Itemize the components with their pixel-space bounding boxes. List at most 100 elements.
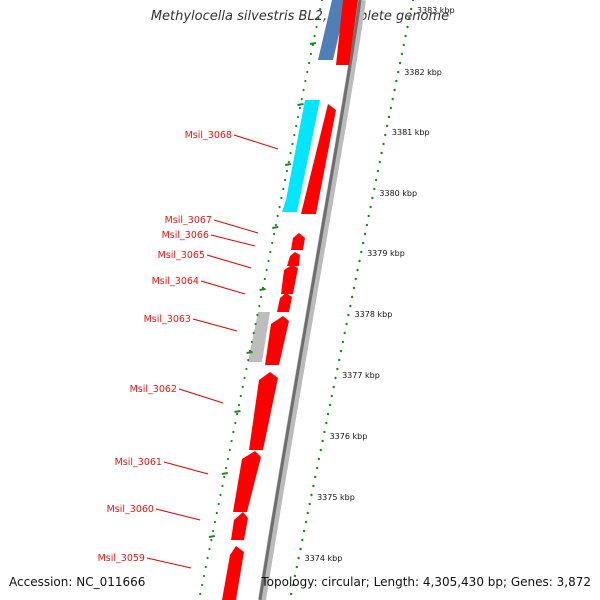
inner-dot — [306, 70, 309, 74]
inner-dot — [219, 493, 222, 497]
gene-label-msil-3064[interactable]: Msil_3064 — [152, 276, 199, 287]
gene-forward[interactable] — [233, 451, 261, 512]
inner-dot — [319, 7, 322, 11]
gene-label-msil-3067[interactable]: Msil_3067 — [165, 215, 212, 226]
accession-text: Accession: NC_011666 — [9, 575, 146, 589]
gene-label-leader — [200, 280, 246, 295]
gene-forward[interactable] — [281, 265, 298, 294]
scale-dot — [350, 295, 354, 299]
map-title: Methylocella silvestris BL2, complete ge… — [150, 9, 450, 24]
gene-label-msil-3065[interactable]: Msil_3065 — [158, 250, 205, 261]
gene-forward[interactable] — [336, 0, 358, 65]
scale-dot — [373, 187, 376, 191]
inner-dash — [208, 535, 216, 538]
gene-forward[interactable] — [222, 546, 244, 600]
scale-dot — [295, 565, 298, 569]
scale-dot — [314, 475, 317, 479]
scale-dot — [384, 133, 387, 137]
scale-dot — [397, 70, 400, 74]
scale-dot — [404, 34, 407, 38]
gene-label-leader — [146, 557, 192, 569]
scale-dots — [199, 0, 415, 596]
gene-label-msil-3059[interactable]: Msil_3059 — [98, 553, 145, 564]
scale-dot — [354, 277, 357, 281]
scale-dot — [323, 430, 326, 434]
scale-dot — [349, 304, 352, 308]
inner-dot — [215, 511, 218, 515]
gene-forward[interactable] — [277, 293, 292, 312]
topology-text: Topology: circular; Length: 4,305,430 bp… — [261, 575, 591, 589]
inner-dot — [320, 0, 324, 2]
gene-forward[interactable] — [287, 252, 300, 266]
gene-label-leader — [233, 134, 279, 150]
inner-dot — [199, 592, 202, 596]
gene-forward[interactable] — [291, 233, 305, 250]
scale-dot — [328, 403, 332, 407]
inner-dot — [315, 25, 318, 29]
scale-dot — [343, 331, 346, 335]
scale-dot — [325, 421, 328, 425]
scale-dot — [408, 16, 411, 20]
inner-dot — [284, 178, 287, 182]
gene-forward[interactable] — [301, 104, 336, 214]
scale-dot — [315, 466, 319, 470]
scale-dot — [336, 367, 339, 371]
inner-dot — [226, 457, 229, 461]
inner-dot — [278, 205, 281, 209]
gene-label-msil-3068[interactable]: Msil_3068 — [185, 130, 232, 141]
scale-tick-labels: 3383 kbp 3382 kbp 3381 kbp 3380 kbp 3379 kbp… — [305, 6, 455, 563]
scale-dot — [402, 43, 405, 47]
scale-dot — [306, 511, 309, 515]
scale-dot — [382, 142, 385, 146]
inner-dot — [289, 151, 292, 155]
inner-dot — [309, 52, 312, 56]
inner-dot — [234, 421, 237, 425]
scale-dot — [339, 349, 343, 353]
scale-dot — [369, 205, 372, 209]
gene-forward[interactable] — [231, 512, 248, 540]
scale-dot — [391, 97, 394, 101]
gene-label-msil-3060[interactable]: Msil_3060 — [107, 504, 154, 515]
scale-dot — [389, 106, 393, 110]
inner-dot — [285, 169, 288, 173]
inner-dot — [274, 223, 277, 227]
inner-dot — [254, 322, 257, 326]
scale-dot — [400, 52, 404, 56]
scale-dot — [393, 88, 396, 92]
gene-label-msil-3066[interactable]: Msil_3066 — [162, 230, 209, 241]
scale-dot — [358, 259, 361, 263]
scale-dot — [378, 160, 381, 164]
scale-tick-label: 3377 kbp — [342, 371, 380, 380]
gene-reverse-cyan[interactable] — [282, 100, 320, 212]
scale-dot — [312, 484, 315, 488]
inner-dot — [223, 475, 226, 479]
scale-dot — [356, 268, 359, 272]
gene-label-msil-3062[interactable]: Msil_3062 — [130, 384, 177, 395]
gene-label-msil-3061[interactable]: Msil_3061 — [115, 457, 162, 468]
inner-dash — [221, 472, 228, 475]
scale-dot — [363, 232, 367, 236]
scale-dot — [319, 448, 322, 452]
gene-forward[interactable] — [265, 316, 289, 365]
gene-label-leader — [192, 318, 238, 332]
scale-tick-label: 3374 kbp — [305, 554, 343, 563]
scale-dot — [345, 322, 348, 326]
inner-dash — [272, 226, 279, 229]
gene-label-msil-3063[interactable]: Msil_3063 — [144, 314, 191, 325]
inner-dash — [285, 163, 292, 166]
gene-reverse-gray[interactable] — [248, 312, 270, 362]
gene-forward[interactable] — [249, 372, 278, 450]
inner-dot — [237, 403, 241, 407]
inner-dash — [297, 103, 304, 106]
inner-dot — [265, 268, 268, 272]
inner-dot — [317, 16, 320, 20]
inner-dot — [212, 529, 215, 533]
gene-label-leader — [210, 234, 256, 247]
scale-dot — [299, 547, 302, 551]
inner-dot — [247, 358, 250, 362]
gene-reverse-blue[interactable] — [318, 0, 347, 60]
inner-dot — [245, 367, 248, 371]
inner-dot — [263, 277, 266, 281]
